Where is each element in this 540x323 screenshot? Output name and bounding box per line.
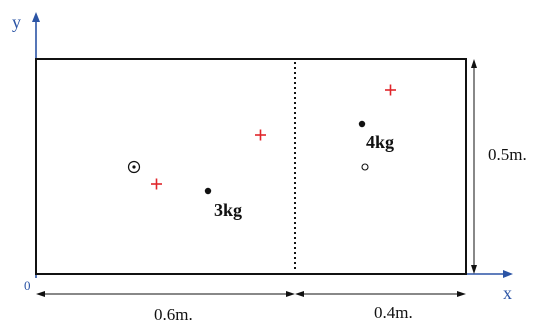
left-width-label: 0.6m. — [154, 305, 193, 323]
x-axis-label: x — [503, 283, 512, 303]
plus-marker-2 — [255, 129, 266, 141]
overall-center-circle-marker — [127, 160, 141, 174]
y-axis-label: y — [12, 12, 21, 32]
right-width-label: 0.4m. — [374, 303, 413, 322]
height-label: 0.5m. — [488, 145, 527, 164]
plus-marker-1 — [151, 178, 162, 190]
left-mass-label: 3kg — [214, 200, 242, 220]
origin-label: 0 — [24, 278, 31, 293]
height-arrow-top — [471, 59, 477, 68]
right-width-arrow-left — [295, 291, 304, 297]
right-mass-label: 4kg — [366, 132, 394, 152]
red-plus-markers — [151, 84, 396, 190]
right-width-arrow-right — [457, 291, 466, 297]
right-section-center-marker — [361, 163, 369, 171]
overall-center-dot — [132, 165, 136, 169]
left-width-arrow-right — [286, 291, 295, 297]
plate-outline — [35, 58, 467, 275]
left-width-arrow-left — [36, 291, 45, 297]
plus-marker-3 — [385, 84, 396, 96]
right-mass-point — [358, 120, 366, 128]
x-axis-arrowhead — [503, 270, 513, 278]
left-mass-point — [204, 187, 212, 195]
y-axis-arrowhead — [32, 12, 40, 22]
height-arrow-bottom — [471, 265, 477, 274]
